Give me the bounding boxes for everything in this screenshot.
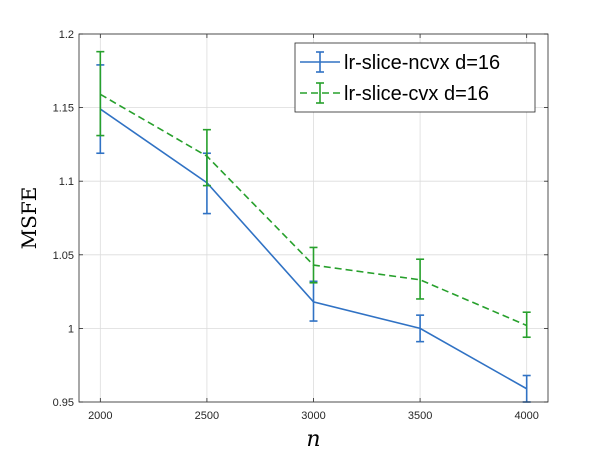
x-tick-label: 2500 <box>195 410 219 422</box>
tick-labels: 2000 2500 3000 3500 4000 0.95 1 1.05 1.1 1.15 1.2 <box>53 29 539 422</box>
legend-entry-2: lr-slice-cvx d=16 <box>300 82 489 105</box>
x-tick-label: 3500 <box>408 410 432 422</box>
y-tick-label: 1 <box>68 323 74 335</box>
y-axis-label: MSFE <box>17 187 41 250</box>
x-tick-label: 2000 <box>88 410 112 422</box>
series-layer <box>96 50 531 403</box>
error-bar <box>522 311 531 339</box>
x-tick-label: 3000 <box>301 410 325 422</box>
error-bar <box>416 258 425 300</box>
legend: lr-slice-ncvx d=16 lr-slice-cvx d=16 <box>294 42 536 113</box>
y-tick-label: 1.2 <box>59 29 74 41</box>
y-tick-label: 1.1 <box>59 176 74 188</box>
series-2 <box>96 50 531 339</box>
legend-label: lr-slice-cvx d=16 <box>344 83 489 105</box>
y-tick-label: 0.95 <box>53 397 74 409</box>
plot-frame <box>78 33 549 403</box>
x-tick-label: 4000 <box>514 410 538 422</box>
error-bar <box>96 50 105 137</box>
x-axis-label: n <box>306 427 320 452</box>
error-bar <box>416 314 425 343</box>
legend-label: lr-slice-ncvx d=16 <box>344 52 500 74</box>
error-bar <box>309 246 318 284</box>
y-tick-label: 1.05 <box>53 250 74 262</box>
error-bar <box>202 128 211 187</box>
legend-entry-1: lr-slice-ncvx d=16 <box>300 51 500 74</box>
y-tick-label: 1.15 <box>53 103 74 115</box>
legend-box <box>294 42 536 113</box>
